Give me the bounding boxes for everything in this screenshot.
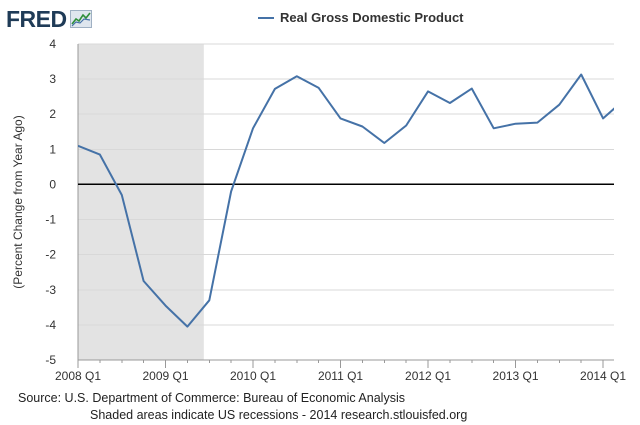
legend-label: Real Gross Domestic Product — [280, 10, 464, 25]
source-note: Source: U.S. Department of Commerce: Bur… — [18, 391, 405, 405]
x-tick-label: 2010 Q1 — [230, 369, 276, 383]
x-tick-label: 2014 Q1 — [580, 369, 626, 383]
y-tick-label: -4 — [45, 318, 56, 332]
y-tick-label: 1 — [49, 142, 56, 156]
x-tick-label: 2008 Q1 — [55, 369, 101, 383]
recession-note: Shaded areas indicate US recessions - 20… — [90, 408, 468, 422]
y-tick-label: 4 — [49, 37, 56, 51]
x-tick-label: 2009 Q1 — [142, 369, 188, 383]
y-tick-label: 0 — [49, 177, 56, 191]
graph-icon — [69, 10, 92, 28]
series-line-0 — [78, 73, 614, 328]
x-tick-label: 2013 Q1 — [493, 369, 539, 383]
fred-logo-text: FRED — [6, 5, 67, 32]
y-tick-label: -2 — [45, 248, 56, 262]
recession-band-0 — [78, 44, 204, 360]
y-tick-label: -5 — [45, 353, 56, 367]
y-tick-label: -3 — [45, 283, 56, 297]
y-axis-title: (Percent Change from Year Ago) — [11, 115, 25, 288]
fred-logo: FRED — [6, 6, 92, 32]
x-tick-label: 2012 Q1 — [405, 369, 451, 383]
y-tick-label: 2 — [49, 107, 56, 121]
x-tick-label: 2011 Q1 — [318, 369, 363, 383]
chart-legend: Real Gross Domestic Product — [258, 10, 464, 25]
legend-swatch — [258, 16, 274, 19]
y-tick-label: -1 — [45, 213, 56, 227]
gdp-line-chart: -5 -4 -3 -2 -1 0 1 2 3 4 2008 Q1 2009 Q1 2010 Q1 201… — [11, 37, 626, 383]
y-tick-label: 3 — [49, 72, 56, 86]
